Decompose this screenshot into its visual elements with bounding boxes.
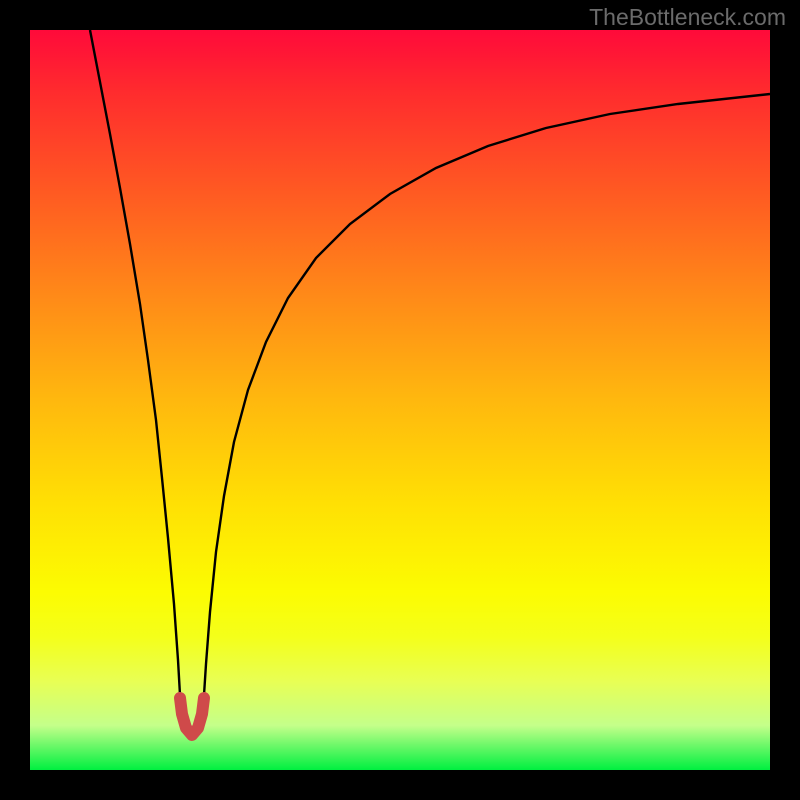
curve-right-branch: [204, 94, 770, 695]
watermark-text: TheBottleneck.com: [589, 4, 786, 31]
chart-frame: TheBottleneck.com: [0, 0, 800, 800]
curve-trough-marker: [180, 698, 204, 735]
curve-left-branch: [90, 30, 180, 695]
bottleneck-curve: [30, 30, 770, 770]
gradient-plot-area: [30, 30, 770, 770]
